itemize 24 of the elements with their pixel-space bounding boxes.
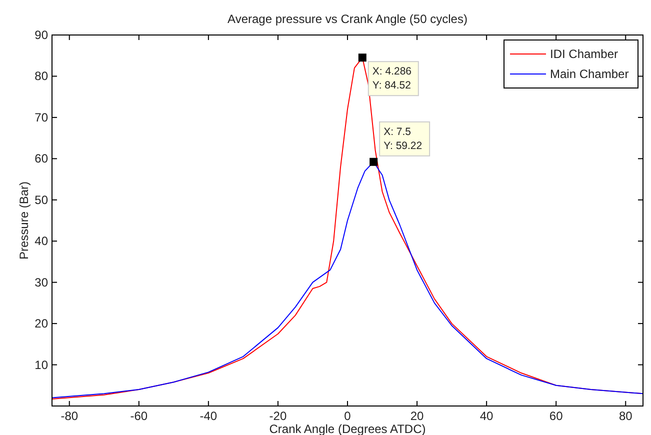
x-tick-label: 20	[410, 409, 424, 423]
y-tick-label: 90	[34, 28, 48, 42]
y-tick-label: 30	[34, 275, 48, 290]
y-tick-label: 40	[34, 234, 48, 248]
y-tick-label: 80	[34, 69, 48, 84]
x-tick-label: -40	[200, 409, 218, 423]
legend-label: Main Chamber	[550, 67, 629, 81]
annotation: X: 7.5 Y: 59.22	[384, 126, 422, 152]
x-tick-label: 0	[344, 409, 352, 423]
legend-label: IDI Chamber	[550, 47, 618, 61]
y-tick-label: 20	[34, 316, 48, 331]
y-tick-label: 60	[34, 152, 48, 166]
x-tick-label: 80	[618, 409, 633, 423]
x-tick-label: 60	[549, 409, 564, 423]
x-tick-label: -60	[130, 409, 148, 423]
x-tick-label: -20	[269, 409, 287, 423]
y-tick-label: 70	[34, 110, 48, 124]
y-tick-label: 50	[34, 192, 48, 207]
y-tick-label: 10	[34, 358, 48, 372]
x-tick-label: -80	[60, 409, 78, 423]
annotation: X: 4.286 Y: 84.52	[372, 66, 412, 92]
chart-title: Average pressure vs Crank Angle (50 cycles)	[228, 12, 468, 26]
y-axis-title: Pressure (Bar)	[17, 181, 31, 260]
x-tick-label: 40	[480, 409, 494, 423]
